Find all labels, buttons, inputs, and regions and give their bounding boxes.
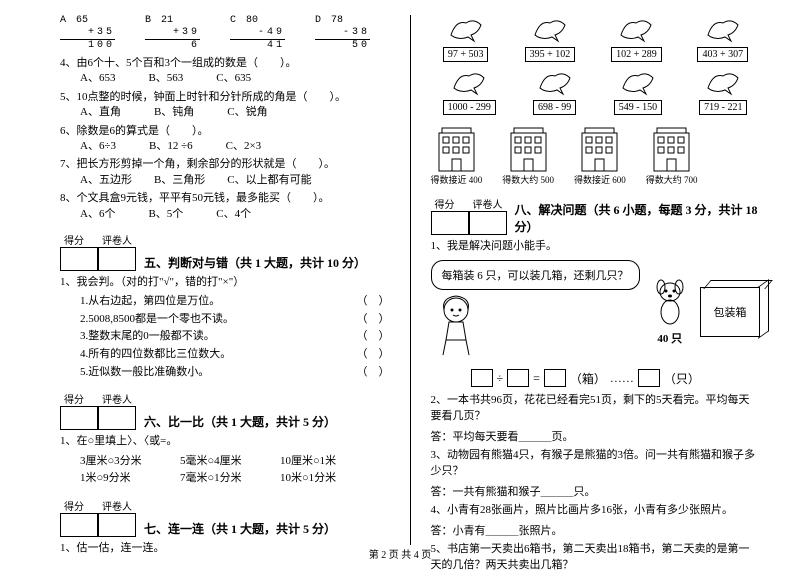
dove-icon: [446, 15, 486, 45]
dove-icon: [618, 68, 658, 98]
p3: 3、动物园有熊猫4只，有猴子是熊猫的3倍。问一共有熊猫和猴子多少只？: [431, 448, 761, 479]
sec6-intro: 1、在○里填上〉、〈或=。: [60, 434, 390, 449]
q7: 7、把长方形剪掉一个角，剩余部分的形状就是（ ）。A、五边形 B、三角形 C、以…: [60, 157, 390, 188]
dove-icon: [703, 68, 743, 98]
q6: 6、除数是6的算式是（ ）。A、6÷3 B、12 ÷6 C、2×3: [60, 124, 390, 155]
dove-icon: [449, 68, 489, 98]
formula-box: [544, 369, 566, 387]
box-3d: 包装箱: [700, 287, 760, 337]
arith-c: C 80-4941: [230, 15, 285, 52]
right-column: 97 + 503 395 + 102 102 + 289 403 + 307 1…: [411, 15, 771, 545]
dove-row-1: 97 + 503 395 + 102 102 + 289 403 + 307: [431, 15, 761, 62]
arithmetic-row: A 65+35100 B 21+396 C 80-4941 D 78-3850: [60, 15, 390, 52]
arith-a: A 65+35100: [60, 15, 115, 52]
p3-answer: 答：一共有熊猫和猴子＿＿＿只。: [431, 483, 761, 499]
section6-header: 得分 评卷人 六、比一比（共 1 大题，共计 5 分）: [60, 391, 390, 430]
count-label: 40 只: [650, 330, 691, 346]
dove-row-2: 1000 - 299 698 - 99 549 - 150 719 - 221: [431, 68, 761, 115]
section8-title: 八、解决问题（共 6 小题，每题 3 分，共计 18 分）: [515, 201, 761, 235]
building-row: 得数接近 400 得数大约 500 得数接近 600 得数大约 700: [431, 123, 761, 186]
section8-header: 得分 评卷人 八、解决问题（共 6 小题，每题 3 分，共计 18 分）: [431, 196, 761, 235]
score-box: [60, 247, 98, 271]
dove-icon: [616, 15, 656, 45]
left-column: A 65+35100 B 21+396 C 80-4941 D 78-3850 …: [50, 15, 411, 545]
q8: 8、个文具盒9元钱，平平有50元钱，最多能买（ ）。A、6个 B、5个 C、4个: [60, 191, 390, 222]
speech-bubble: 每箱装 6 只，可以装几箱，还剩几只？: [431, 260, 640, 290]
section6-title: 六、比一比（共 1 大题，共计 5 分）: [144, 413, 336, 430]
formula: ÷ = （箱） …… （只）: [471, 369, 761, 387]
formula-box: [507, 369, 529, 387]
formula-box: [471, 369, 493, 387]
building-icon: [577, 123, 622, 173]
p4-answer: 答：小青有＿＿＿张照片。: [431, 522, 761, 538]
compare-grid: 3厘米○3分米5毫米○4厘米10厘米○1米 1米○9分米7毫米○1分米10米○1…: [60, 453, 390, 488]
sec5-intro: 1、我会判。（对的打"√"，错的打"×"）: [60, 275, 390, 290]
formula-box: [638, 369, 660, 387]
sec5-items: 1.从右边起，第四位是万位。（ ） 2.5008,8500都是一个零也不读。（ …: [60, 293, 390, 381]
arith-d: D 78-3850: [315, 15, 370, 52]
building-icon: [649, 123, 694, 173]
section5-header: 得分 评卷人 五、判断对与错（共 1 大题，共计 10 分）: [60, 232, 390, 271]
girl-icon: [431, 290, 481, 360]
sec8-intro: 1、我是解决问题小能手。: [431, 239, 761, 254]
grader-box: [98, 247, 136, 271]
section7-header: 得分 评卷人 七、连一连（共 1 大题，共计 5 分）: [60, 498, 390, 537]
dove-icon: [535, 68, 575, 98]
page-footer: 第 2 页 共 4 页: [0, 546, 800, 561]
section7-title: 七、连一连（共 1 大题，共计 5 分）: [144, 520, 336, 537]
section5-title: 五、判断对与错（共 1 大题，共计 10 分）: [144, 254, 366, 271]
building-icon: [434, 123, 479, 173]
problem-illustration: 每箱装 6 只，可以装几箱，还剩几只？ 40 只 包装箱: [431, 260, 761, 363]
arith-b: B 21+396: [145, 15, 200, 52]
building-icon: [506, 123, 551, 173]
q5: 5、10点整的时候，钟面上时针和分针所成的角是（ ）。A、直角 B、钝角 C、锐…: [60, 90, 390, 121]
p2: 2、一本书共96页，花花已经看完51页，剩下的5天看完。平均每天要看几页？: [431, 393, 761, 424]
q4: 4、由6个十、5个百和3个一组成的数是（ ）。A、653 B、563 C、635: [60, 56, 390, 87]
p4: 4、小青有28张画片，照片比画片多16张，小青有多少张照片。: [431, 503, 761, 518]
dove-icon: [530, 15, 570, 45]
dog-icon: [650, 277, 690, 327]
p2-answer: 答：平均每天要看＿＿＿页。: [431, 428, 761, 444]
dove-icon: [703, 15, 743, 45]
